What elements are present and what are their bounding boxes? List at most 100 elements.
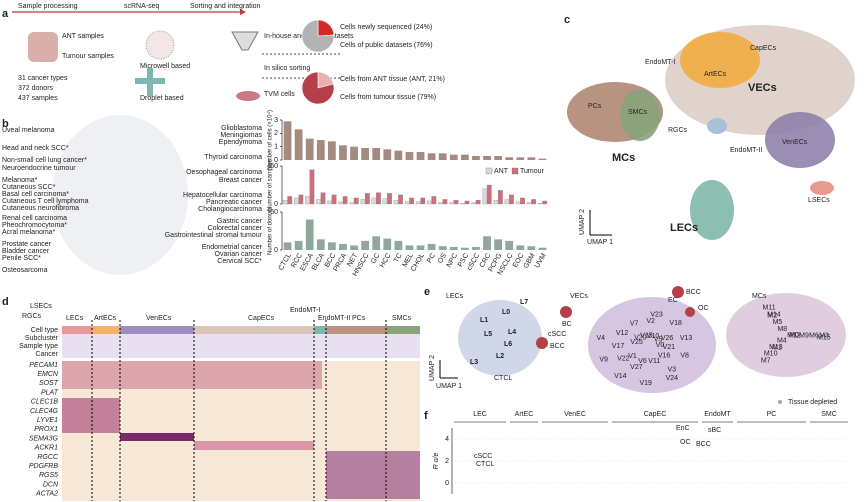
cancer-name: Cervical SCC* [217, 258, 262, 265]
cancer-name: Cutaneous SCC* [2, 184, 56, 191]
y-axis-label: R o/e [433, 453, 440, 470]
bar [449, 154, 458, 160]
sorting-label: TVM cells [264, 91, 295, 98]
group-label: EndoMT [704, 411, 731, 418]
umap-cluster [690, 180, 734, 240]
cluster-label: LSECs [808, 197, 830, 204]
bar [283, 242, 292, 250]
axis-label: UMAP 1 [436, 383, 462, 390]
cluster-label: V21 [663, 344, 676, 351]
cluster-label: RGCs [668, 127, 688, 134]
gene-label: CLEC4G [30, 408, 59, 415]
tissue-icon [28, 32, 58, 62]
umap-cluster [707, 118, 727, 134]
group-label: LECs [66, 315, 84, 322]
bar [526, 202, 532, 205]
bar [493, 200, 499, 205]
cancer-name: Glioblastoma [221, 125, 262, 132]
bar [416, 245, 425, 250]
bar [294, 197, 299, 205]
bar [509, 194, 514, 205]
bar [464, 200, 470, 205]
bar [471, 202, 477, 205]
annotation-bar [194, 326, 314, 334]
platform-label: Microwell based [140, 63, 190, 70]
cluster-label: M11 [763, 305, 776, 312]
panel-letter: a [2, 8, 9, 20]
bar [383, 238, 392, 250]
axis-label: UMAP 2 [579, 209, 586, 235]
bar [316, 140, 325, 160]
bar [316, 239, 325, 250]
bar [361, 240, 370, 250]
bar [516, 245, 525, 250]
cluster-label: V18 [669, 320, 682, 327]
bar [438, 202, 443, 205]
umap-cluster [588, 297, 716, 393]
bar [383, 149, 392, 160]
microwell-icon [145, 30, 175, 60]
group-label: RGCs [22, 313, 42, 320]
x-tick-label: PC [426, 252, 437, 264]
cluster-label: M8 [777, 326, 787, 333]
group-label: PCs [352, 315, 366, 322]
x-tick-label: NPC [446, 252, 459, 268]
cluster-label: V27 [630, 364, 643, 371]
gene-label: PDGFRB [29, 463, 59, 470]
cancer-name: Cholangiocarcinoma [198, 206, 262, 213]
bar [515, 201, 521, 205]
bar [427, 200, 432, 205]
pie-slice [301, 71, 335, 105]
bar [527, 246, 536, 250]
cluster-label: CapECs [750, 45, 777, 52]
cluster-label: L1 [480, 317, 488, 324]
cluster-label: V26 [661, 335, 674, 342]
bar [398, 194, 403, 205]
cluster-label: V0 [656, 342, 665, 349]
bar [427, 243, 436, 250]
stat-label: 31 cancer types [18, 75, 68, 82]
pie-slice [317, 19, 335, 37]
bar [497, 190, 503, 205]
annotation: cSCC [474, 453, 492, 460]
bar [309, 169, 315, 205]
annotation-bar [386, 326, 420, 334]
gene-label: SEMA3G [29, 435, 59, 442]
cluster-label: V9 [599, 356, 608, 363]
y-axis-label: Number of donors [268, 207, 274, 255]
pie-label: Cells from ANT tissue (ANT, 21%) [340, 76, 445, 83]
bar [472, 246, 480, 250]
step-label: scRNA-seq [124, 3, 160, 10]
cluster-label: V11 [648, 358, 660, 365]
legend-dot [778, 400, 782, 404]
cluster-label: L5 [484, 331, 492, 338]
y-tick-label: 3 [274, 117, 278, 124]
cluster-label: L4 [508, 329, 516, 336]
legend-label: ANT [494, 168, 509, 175]
heatmap-block [194, 441, 314, 450]
arrow-head [240, 9, 246, 15]
annotation: BC [562, 321, 572, 328]
stat-label: 437 samples [18, 95, 58, 102]
bar [482, 188, 488, 205]
axis-label: UMAP 1 [587, 239, 613, 246]
cancer-name: Osteosarcoma [2, 267, 48, 274]
cluster-label: V7 [630, 321, 639, 328]
cancer-name: Oesophageal carcinoma [186, 169, 262, 176]
annotation: OC [680, 439, 691, 446]
x-tick-label: CTCL [278, 252, 293, 271]
bar [394, 150, 403, 160]
pie-label: Cells from tumour tissue (79%) [340, 94, 436, 101]
bar [350, 245, 358, 250]
pie-slice [301, 19, 335, 53]
cancer-name: Uveal melanoma [2, 127, 55, 134]
umap-cluster [810, 181, 834, 195]
y-tick-label: 0 [274, 247, 278, 254]
group-label: PC [767, 411, 777, 418]
heatmap-block [62, 398, 120, 433]
bar [371, 197, 377, 205]
group-label: LECs [446, 293, 464, 300]
annotation: BCC [696, 441, 711, 448]
bar [527, 157, 536, 160]
panel-letter: e [424, 286, 430, 298]
